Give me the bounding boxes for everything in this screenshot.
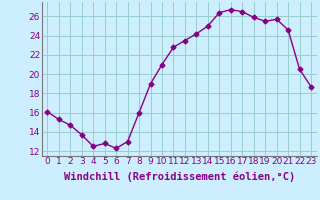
X-axis label: Windchill (Refroidissement éolien,°C): Windchill (Refroidissement éolien,°C) xyxy=(64,172,295,182)
